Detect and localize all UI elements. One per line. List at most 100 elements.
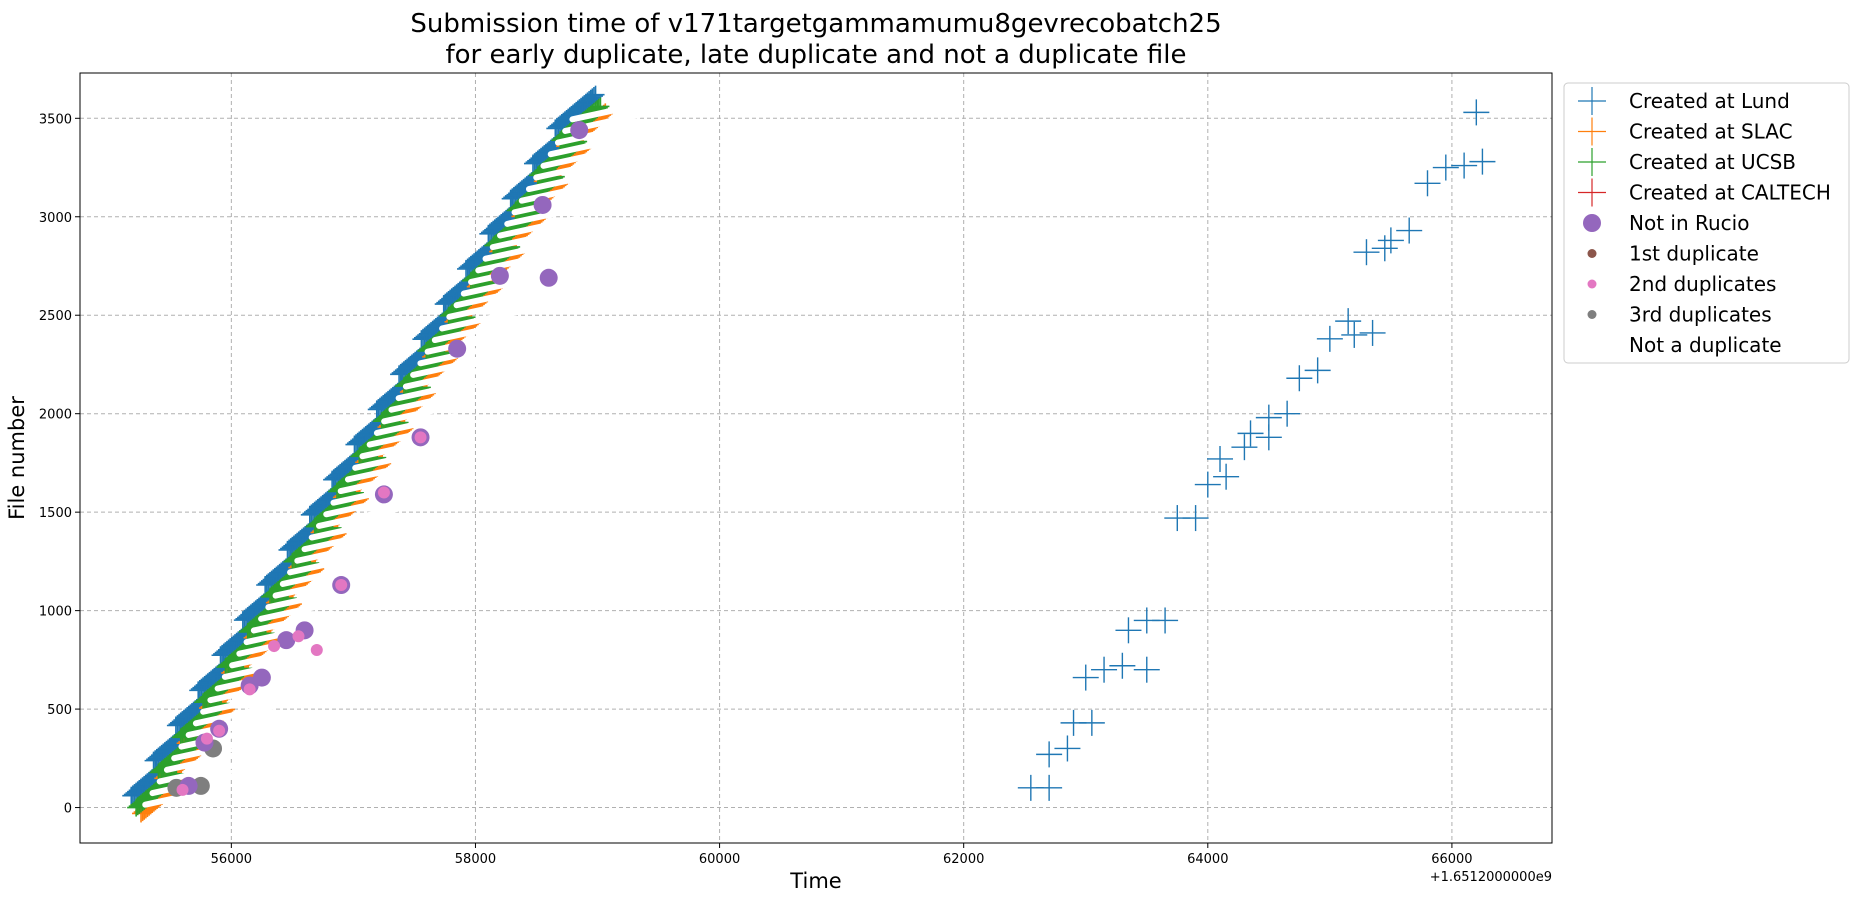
marker-lund-late [1335, 308, 1362, 335]
chart-title-line-2: for early duplicate, late duplicate and … [445, 40, 1186, 70]
second-duplicate-dot [335, 579, 348, 592]
legend-label: 1st duplicate [1629, 242, 1759, 266]
not-in-rucio-circle [252, 668, 271, 687]
second-duplicate-dot [377, 486, 390, 499]
not-duplicate-streak [439, 308, 524, 332]
second-duplicate-dot [243, 683, 256, 696]
marker-lund-late [1054, 735, 1081, 762]
not-duplicate-streak [316, 505, 401, 529]
marker-lund-late [1377, 227, 1404, 254]
plot-frame [79, 72, 1553, 844]
x-axis-label: Time [789, 869, 841, 893]
axis-ticks: 56000 58000 60000 62000 64000 66000 0 500 1000 15… [39, 112, 1473, 867]
not-duplicate-streak [446, 296, 531, 320]
y-tick-label: 3500 [39, 112, 72, 127]
marker-lund-late [1152, 607, 1179, 634]
legend-marker [1587, 249, 1597, 258]
not-in-rucio-circle [539, 268, 558, 287]
not-duplicate-streak [402, 366, 487, 390]
legend-label: Created at SLAC [1629, 120, 1793, 144]
marker-lund-late [1109, 652, 1136, 679]
not-duplicate-streak [569, 99, 654, 123]
not-duplicate-streak [424, 331, 509, 355]
marker-lund-late [1036, 741, 1063, 768]
y-tick-label: 1500 [39, 506, 72, 521]
not-duplicate-streak [525, 169, 610, 193]
not-duplicate-streak [468, 261, 553, 285]
marker-lund-late [1115, 617, 1142, 644]
x-tick-label: 66000 [1431, 852, 1472, 867]
grid-lines [80, 73, 1552, 843]
not-duplicate-streak [330, 482, 415, 506]
not-duplicate-streak [388, 389, 473, 413]
not-duplicate-streak [308, 517, 393, 541]
not-in-rucio-circle [533, 195, 552, 214]
legend-marker [1578, 148, 1606, 176]
x-tick-label: 58000 [455, 852, 496, 867]
not-in-rucio-circle [448, 339, 467, 358]
second-duplicate-dot [310, 644, 323, 657]
not-duplicate-streak [178, 726, 263, 750]
not-duplicate-streak [547, 134, 632, 158]
second-duplicate-dot [414, 431, 427, 444]
second-duplicate-dot [213, 724, 226, 737]
not-duplicate-streak [142, 784, 227, 808]
not-duplicate-streak [200, 691, 285, 715]
not-duplicate-streak [287, 552, 372, 576]
marker-lund [581, 89, 600, 108]
marker-lund [583, 88, 602, 107]
not-duplicate-streak [221, 656, 306, 680]
legend-marker [1578, 117, 1606, 146]
marker-lund [584, 87, 603, 106]
marker-lund-late [1274, 400, 1301, 427]
legend-box [1563, 82, 1850, 364]
not-duplicate-streak [192, 703, 277, 727]
legend-label: Created at CALTECH [1629, 181, 1831, 205]
marker-lund-late [1396, 217, 1423, 244]
x-tick-label: 60000 [699, 852, 740, 867]
not-duplicate-streak [554, 122, 639, 146]
marker-lund-late [1432, 154, 1459, 181]
marker-lund-late [1182, 505, 1209, 532]
not-duplicate-streak [410, 354, 495, 378]
legend-label: 2nd duplicates [1629, 272, 1776, 296]
not-duplicate-streak [229, 645, 314, 669]
second-duplicate-dot [268, 640, 281, 653]
legend-label: Not a duplicate [1629, 333, 1782, 357]
y-tick-label: 500 [47, 703, 72, 718]
marker-lund-late [1072, 664, 1099, 691]
legend-marker [1578, 178, 1606, 207]
y-tick-label: 0 [64, 802, 72, 817]
marker-lund-late [1194, 471, 1221, 498]
marker-lund-late [1091, 656, 1118, 683]
not-duplicate-streak [504, 203, 589, 227]
y-tick-label: 2500 [39, 309, 72, 324]
marker-lund-late [1213, 463, 1240, 490]
not-duplicate-streak [323, 494, 408, 518]
y-axis-label: File number [5, 396, 29, 520]
legend-label: 3rd duplicates [1629, 303, 1772, 327]
marker-lund-late [1207, 445, 1234, 472]
not-duplicate-streak [337, 471, 422, 495]
not-duplicate-streak [431, 320, 516, 344]
legend: Created at Lund Created at SLAC Created at… [1563, 82, 1850, 364]
legend-marker [1587, 279, 1597, 289]
not-duplicate-streak [497, 215, 582, 239]
not-in-rucio-circle [570, 121, 589, 140]
marker-lund [586, 85, 605, 104]
not-duplicate-streak [533, 157, 618, 181]
legend-label: Not in Rucio [1629, 211, 1749, 235]
not-duplicate-streak [258, 598, 343, 622]
x-tick-label: 56000 [211, 852, 252, 867]
not-duplicate-streak [540, 145, 625, 169]
marker-lund-late [1353, 239, 1380, 266]
marker-lund-late [1255, 404, 1282, 431]
x-offset-label: +1.6512000000e9 [1430, 870, 1552, 885]
chart-title-line-1: Submission time of v171targetgammamumu8g… [410, 9, 1221, 39]
marker-lund-late [1414, 170, 1441, 197]
marker-lund-late [1469, 148, 1496, 175]
not-duplicate-streak [453, 285, 538, 309]
legend-label: Created at Lund [1629, 89, 1790, 113]
y-tick-label: 1000 [39, 605, 72, 620]
